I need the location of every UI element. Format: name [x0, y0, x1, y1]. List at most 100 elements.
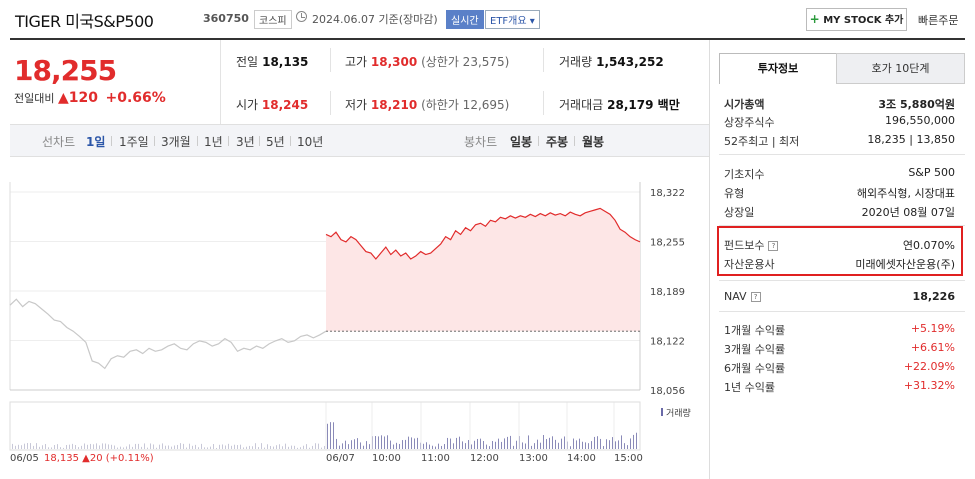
- volume-bar: [513, 445, 514, 449]
- y-tick-label: 18,189: [650, 287, 685, 298]
- quick-order-link[interactable]: 빠른주문: [918, 14, 959, 27]
- realtime-badge[interactable]: 실시간: [446, 10, 484, 29]
- price-change: 전일대비 ▲120 +0.66%: [14, 90, 166, 106]
- volume-bar: [327, 423, 328, 449]
- period-5y[interactable]: 5년: [266, 135, 285, 149]
- volume-bar: [456, 437, 457, 449]
- candle-weekly[interactable]: 주봉: [546, 135, 569, 149]
- volume-bar: [177, 444, 178, 449]
- volume-bar: [180, 443, 181, 449]
- period-3m[interactable]: 3개월: [161, 135, 191, 149]
- period-1d[interactable]: 1일: [86, 135, 106, 149]
- volume-bar: [165, 445, 166, 449]
- divider: [197, 136, 198, 146]
- volume-bar: [33, 445, 34, 449]
- info-icon[interactable]: ?: [768, 241, 779, 251]
- volume-bar: [351, 440, 352, 449]
- volume-bar: [585, 442, 586, 449]
- volume-bar: [390, 440, 391, 449]
- period-3y[interactable]: 3년: [236, 135, 255, 149]
- volume-bar: [39, 446, 40, 449]
- volume-bar: [582, 441, 583, 449]
- volume-bar: [63, 447, 64, 449]
- volume-bar: [576, 440, 577, 449]
- volume-bar: [630, 438, 631, 449]
- volume-bar: [546, 439, 547, 449]
- info-icon[interactable]: ?: [750, 292, 761, 302]
- volume-bar: [30, 443, 31, 449]
- volume-bar: [387, 435, 388, 449]
- volume-bar: [123, 447, 124, 449]
- volume-bar: [333, 422, 334, 449]
- volume-bars: [12, 422, 637, 449]
- divider: [154, 136, 155, 146]
- highlight-box: [717, 226, 963, 276]
- divider: [719, 154, 965, 155]
- volume-bar: [297, 447, 298, 449]
- row-index: 기초지수 S&P 500: [724, 166, 955, 181]
- volume-bar: [462, 441, 463, 449]
- volume-bar: [42, 445, 43, 449]
- volume-bar: [612, 437, 613, 449]
- tab-invest-info[interactable]: 투자정보: [719, 53, 837, 84]
- volume-bar: [192, 445, 193, 449]
- volume-bar: [393, 444, 394, 449]
- x-tick-label: 13:00: [519, 453, 548, 464]
- period-1y[interactable]: 1년: [204, 135, 223, 149]
- volume-bar: [27, 443, 28, 449]
- volume-bar: [120, 446, 121, 449]
- volume-bar: [198, 447, 199, 449]
- volume-bar: [183, 443, 184, 449]
- x-tick-label: 14:00: [567, 453, 596, 464]
- volume-bar: [78, 447, 79, 449]
- y-tick-label: 18,122: [650, 337, 685, 348]
- quote-open: 시가 18,245: [236, 98, 309, 112]
- row-market-cap: 시가총액 3조 5,880억원: [724, 98, 955, 111]
- volume-bar: [459, 436, 460, 449]
- mystock-add-button[interactable]: + MY STOCK 추가: [806, 8, 907, 31]
- period-1w[interactable]: 1주일: [119, 135, 149, 149]
- row-type: 유형 해외주식형, 시장대표: [724, 187, 955, 200]
- period-10y[interactable]: 10년: [297, 135, 324, 149]
- volume-bar: [564, 436, 565, 449]
- volume-bar: [189, 443, 190, 449]
- chart-x-ticks: 06/07 10:00 11:00 12:00 13:00 14:00 15:00: [325, 402, 643, 464]
- y-tick-label: 18,322: [650, 188, 685, 199]
- divider: [220, 40, 221, 124]
- x-tick-label: 12:00: [470, 453, 499, 464]
- volume-bar: [282, 446, 283, 449]
- volume-bar: [255, 443, 256, 449]
- row-return-1m: 1개월 수익률 +5.19%: [724, 322, 955, 337]
- volume-bar: [69, 444, 70, 449]
- volume-bar: [606, 439, 607, 449]
- volume-legend: 거래량: [666, 407, 691, 419]
- volume-bar: [300, 447, 301, 449]
- row-return-1y: 1년 수익률 +31.32%: [724, 379, 955, 394]
- volume-bar: [99, 445, 100, 449]
- chart-area: [326, 208, 640, 332]
- price-chart[interactable]: 18,322 18,255 18,189 18,122 18,056 06/07 10:0…: [0, 170, 709, 470]
- x-tick-label: 11:00: [421, 453, 450, 464]
- prev-day-label: 06/05: [10, 453, 39, 464]
- volume-bar: [81, 445, 82, 449]
- volume-legend-swatch: [661, 408, 663, 416]
- candle-daily[interactable]: 일봉: [510, 135, 533, 149]
- candle-monthly[interactable]: 월봉: [582, 135, 605, 149]
- divider: [330, 91, 331, 115]
- volume-bar: [603, 446, 604, 449]
- volume-bar: [597, 436, 598, 449]
- volume-bar: [402, 440, 403, 449]
- volume-bar: [219, 444, 220, 449]
- volume-bar: [114, 445, 115, 449]
- volume-bar: [330, 422, 331, 449]
- volume-bar: [111, 444, 112, 449]
- etf-overview-dropdown[interactable]: ETF개요 ▾: [485, 10, 540, 29]
- volume-bar: [153, 444, 154, 449]
- tab-orderbook[interactable]: 호가 10단계: [836, 53, 965, 84]
- volume-bar: [60, 447, 61, 449]
- volume-bar: [423, 443, 424, 449]
- volume-bar: [93, 444, 94, 449]
- market-badge: 코스피: [254, 10, 292, 29]
- volume-bar: [558, 442, 559, 449]
- divider: [543, 91, 544, 115]
